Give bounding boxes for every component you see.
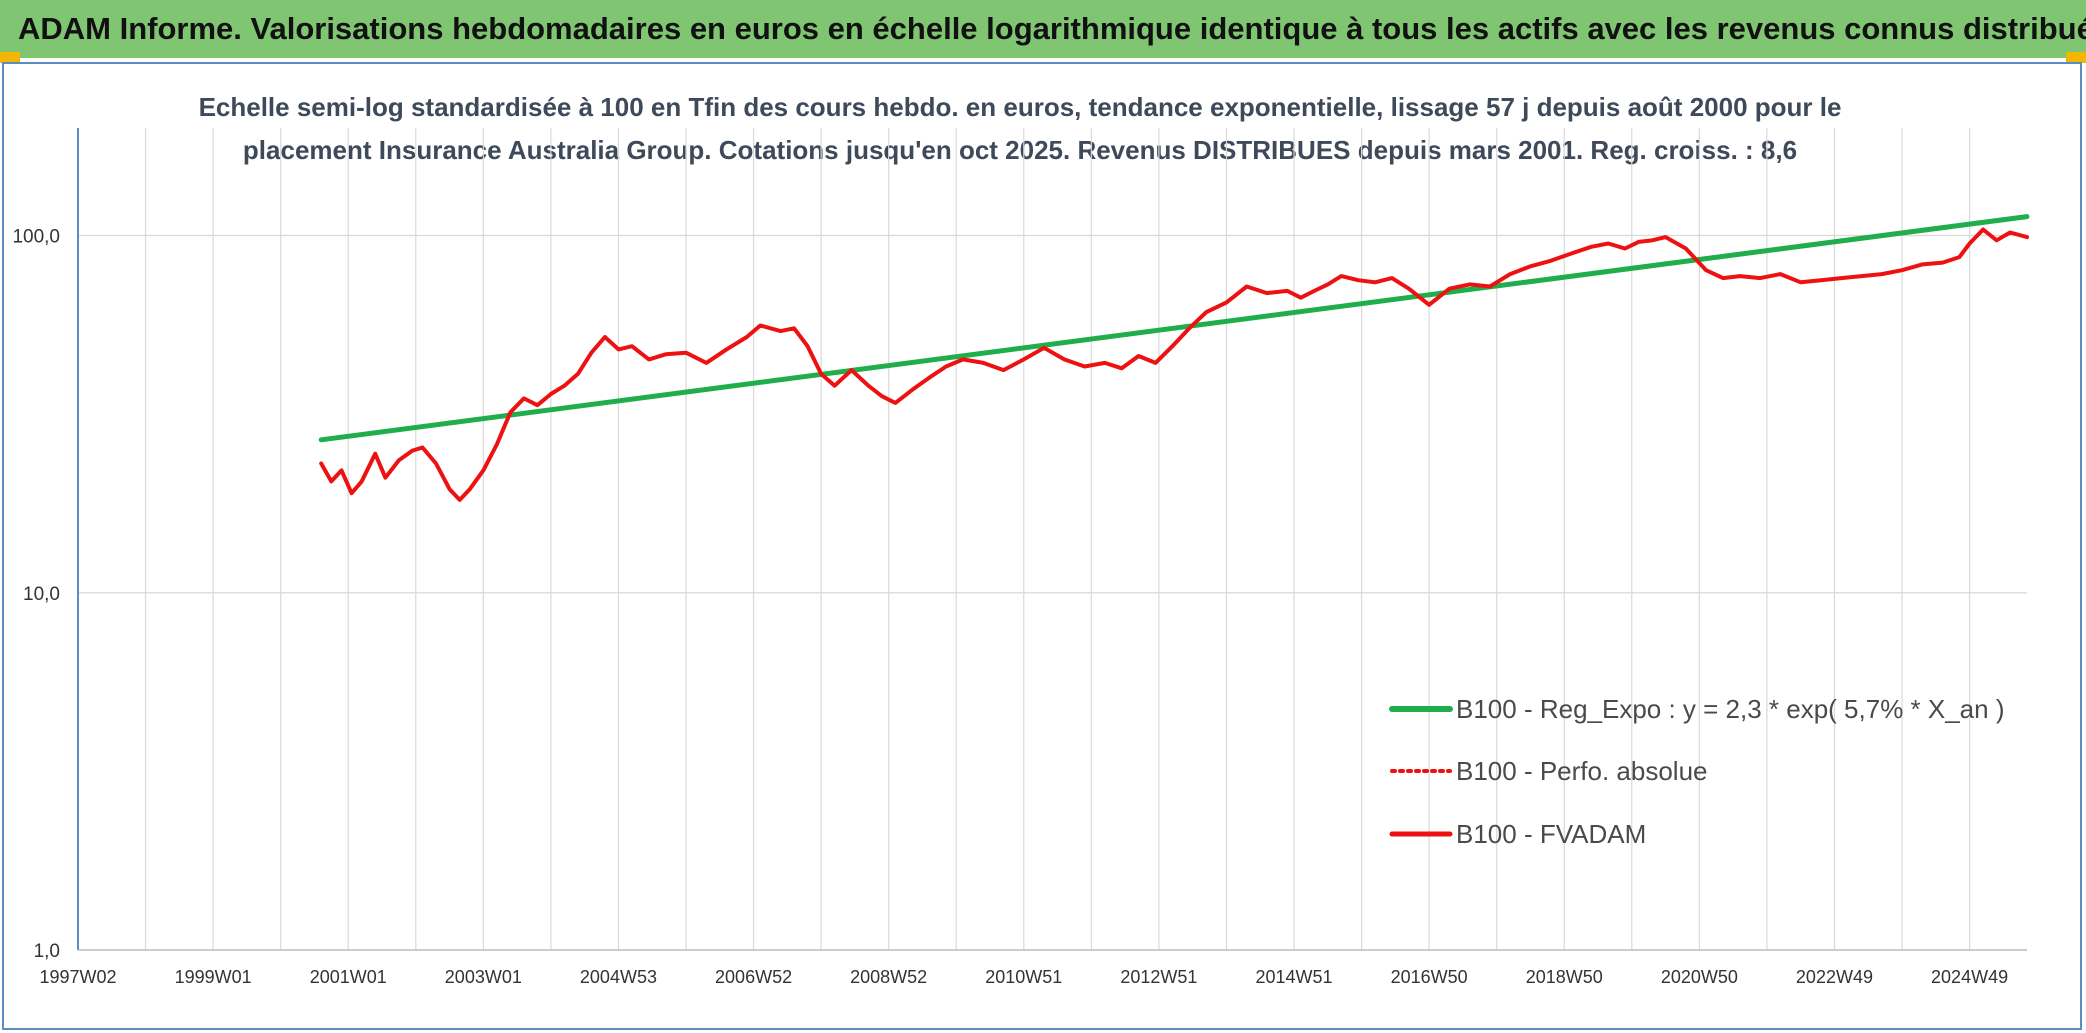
legend-label: B100 - Reg_Expo : y = 2,3 * exp( 5,7% * … — [1456, 694, 2005, 724]
legend-label: B100 - FVADAM — [1456, 819, 1646, 849]
x-tick-label: 2022W49 — [1796, 967, 1873, 987]
x-tick-label: 2014W51 — [1255, 967, 1332, 987]
x-tick-label: 2006W52 — [715, 967, 792, 987]
series-lines — [318, 214, 2030, 502]
y-tick-label: 100,0 — [12, 227, 60, 248]
x-tick-label: 2003W01 — [445, 967, 522, 987]
x-tick-label: 2008W52 — [850, 967, 927, 987]
trend-line-series — [318, 214, 2030, 443]
x-tick-label: 2001W01 — [310, 967, 387, 987]
x-tick-label: 1999W01 — [175, 967, 252, 987]
grid-lines — [78, 128, 2027, 951]
corner-marker — [0, 52, 20, 63]
fvadam-line-series — [319, 227, 2029, 502]
corner-marker — [2066, 52, 2086, 63]
x-tick-label: 1997W02 — [39, 967, 116, 987]
y-tick-label: 1,0 — [34, 941, 60, 962]
x-tick-label: 2020W50 — [1661, 967, 1738, 987]
legend-label: B100 - Perfo. absolue — [1456, 756, 1708, 786]
x-tick-label: 2004W53 — [580, 967, 657, 987]
y-tick-label: 10,0 — [23, 584, 60, 605]
chart-title-line-2: placement Insurance Australia Group. Cot… — [242, 135, 1798, 165]
axes — [77, 128, 2027, 951]
x-tick-label: 2016W50 — [1391, 967, 1468, 987]
report-banner-title: ADAM Informe. Valorisations hebdomadaire… — [0, 0, 2086, 58]
x-tick-label: 2012W51 — [1120, 967, 1197, 987]
x-tick-label: 2018W50 — [1526, 967, 1603, 987]
legend: B100 - Reg_Expo : y = 2,3 * exp( 5,7% * … — [1389, 694, 2005, 849]
y-tick-labels: 1,0 10,0 100,0 — [12, 227, 60, 962]
x-tick-label: 2010W51 — [985, 967, 1062, 987]
chart-title: Echelle semi-log standardisée à 100 en T… — [170, 86, 1870, 172]
x-tick-labels: 1997W02 1999W01 2001W01 2003W01 2004W53 2006W… — [39, 967, 2008, 987]
chart-title-line-1: Echelle semi-log standardisée à 100 en T… — [198, 92, 1842, 122]
x-tick-label: 2024W49 — [1931, 967, 2008, 987]
